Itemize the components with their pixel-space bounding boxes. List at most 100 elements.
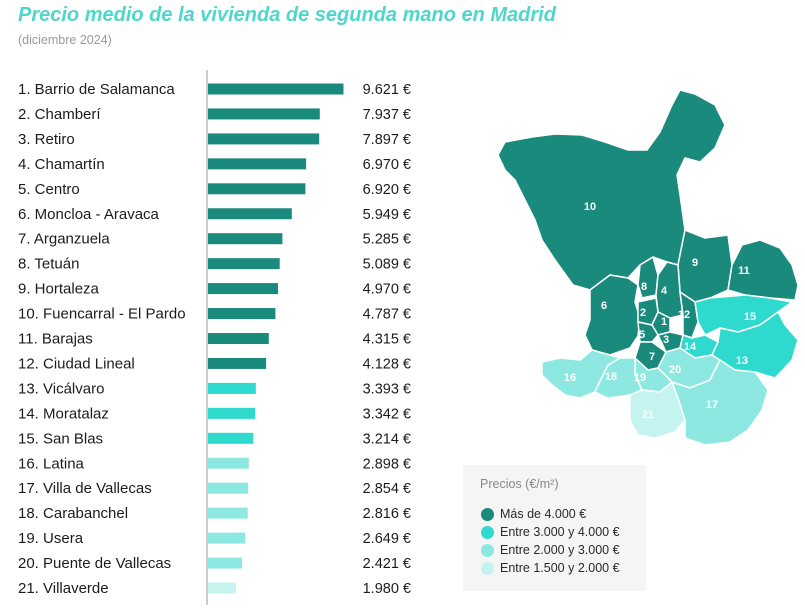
bar xyxy=(208,532,246,544)
map-label-16: 16 xyxy=(564,372,576,384)
category-label: 15. San Blas xyxy=(18,430,103,447)
value-label: 2.649 € xyxy=(363,531,411,547)
category-label: 14. Moratalaz xyxy=(18,405,109,422)
value-label: 2.816 € xyxy=(363,506,411,522)
bar xyxy=(208,482,249,494)
map-label-5: 5 xyxy=(639,329,645,341)
bar xyxy=(208,407,256,419)
legend-item-tier2: Entre 3.000 y 4.000 € xyxy=(481,524,620,540)
map-label-10: 10 xyxy=(584,201,596,213)
value-label: 4.787 € xyxy=(363,307,411,323)
value-label: 3.214 € xyxy=(363,431,411,447)
map-label-15: 15 xyxy=(744,311,756,323)
legend-item-tier3: Entre 2.000 y 3.000 € xyxy=(481,542,620,558)
bar xyxy=(208,158,307,170)
category-label: 1. Barrio de Salamanca xyxy=(18,81,175,98)
map-district-9 xyxy=(677,229,733,303)
bar xyxy=(208,108,320,120)
value-label: 6.970 € xyxy=(363,157,411,173)
legend-label: Más de 4.000 € xyxy=(500,507,587,521)
category-label: 7. Arganzuela xyxy=(18,231,110,248)
map-district-5 xyxy=(637,321,659,343)
value-label: 3.342 € xyxy=(363,406,411,422)
category-label: 13. Vicálvaro xyxy=(18,380,104,397)
legend-swatch xyxy=(481,561,494,575)
bar xyxy=(208,208,292,220)
price-legend: Precios (€/m²) Más de 4.000 € Entre 3.00… xyxy=(463,465,646,591)
category-label: 10. Fuencarral - El Pardo xyxy=(18,306,186,323)
value-label: 5.949 € xyxy=(363,207,411,223)
value-label: 5.089 € xyxy=(363,257,411,273)
map-label-17: 17 xyxy=(706,399,718,411)
value-label: 1.980 € xyxy=(363,581,411,597)
bar xyxy=(208,258,280,270)
bar xyxy=(208,432,254,444)
map-district-17 xyxy=(671,359,769,445)
map-label-8: 8 xyxy=(641,281,647,293)
map-label-21: 21 xyxy=(642,409,654,421)
bar xyxy=(208,283,278,295)
category-label: 9. Hortaleza xyxy=(18,281,100,298)
value-label: 5.285 € xyxy=(363,232,411,248)
madrid-district-map: 10 6 9 11 8 4 12 2 1 5 3 7 15 14 13 20 1… xyxy=(497,89,799,445)
bar xyxy=(208,557,243,569)
category-label: 4. Chamartín xyxy=(18,156,105,173)
map-label-14: 14 xyxy=(684,341,697,353)
bar xyxy=(208,457,249,469)
value-label: 2.854 € xyxy=(363,481,411,497)
map-label-6: 6 xyxy=(601,300,607,312)
bar-chart: 1. Barrio de Salamanca 9.621 € 2. Chamberí… xyxy=(18,70,411,605)
category-label: 12. Ciudad Lineal xyxy=(18,355,135,372)
legend-swatch xyxy=(481,543,494,557)
value-label: 9.621 € xyxy=(363,82,411,98)
map-label-2: 2 xyxy=(640,307,646,319)
category-label: 11. Barajas xyxy=(18,331,93,348)
legend-label: Entre 2.000 y 3.000 € xyxy=(500,543,620,557)
category-label: 8. Tetuán xyxy=(18,256,79,273)
value-label: 3.393 € xyxy=(363,381,411,397)
bar xyxy=(208,133,320,145)
map-label-3: 3 xyxy=(663,334,669,346)
category-label: 19. Usera xyxy=(18,530,84,547)
category-label: 17. Villa de Vallecas xyxy=(18,480,152,497)
category-label: 2. Chamberí xyxy=(18,106,101,123)
map-label-7: 7 xyxy=(649,351,655,363)
bar xyxy=(208,83,344,95)
bar xyxy=(208,357,267,369)
map-label-19: 19 xyxy=(634,372,646,384)
bar xyxy=(208,233,283,245)
category-label: 21. Villaverde xyxy=(18,580,109,597)
map-label-13: 13 xyxy=(736,355,748,367)
value-label: 7.937 € xyxy=(363,107,411,123)
chart-title: Precio medio de la vivienda de segunda m… xyxy=(18,4,556,26)
legend-label: Entre 1.500 y 2.000 € xyxy=(500,561,620,575)
map-district-10 xyxy=(497,89,726,291)
map-label-12: 12 xyxy=(678,309,690,321)
legend-title: Precios (€/m²) xyxy=(480,477,559,491)
map-district-6 xyxy=(584,274,641,356)
map-label-9: 9 xyxy=(692,257,698,269)
legend-item-tier1: Más de 4.000 € xyxy=(481,506,586,522)
bar xyxy=(208,183,306,195)
bar xyxy=(208,333,269,344)
value-label: 4.128 € xyxy=(363,356,411,372)
bar xyxy=(208,308,276,320)
category-label: 18. Carabanchel xyxy=(18,505,128,522)
chart-subtitle: (diciembre 2024) xyxy=(18,33,112,47)
value-label: 2.898 € xyxy=(363,456,411,472)
legend-item-tier4: Entre 1.500 y 2.000 € xyxy=(481,560,620,576)
value-label: 7.897 € xyxy=(363,132,411,148)
map-label-1: 1 xyxy=(661,316,667,328)
category-label: 6. Moncloa - Aravaca xyxy=(18,206,160,223)
map-label-18: 18 xyxy=(605,371,617,383)
legend-swatch xyxy=(481,525,494,539)
bar xyxy=(208,382,256,394)
bar xyxy=(208,507,248,519)
map-district-11 xyxy=(727,239,799,301)
category-label: 5. Centro xyxy=(18,181,80,198)
value-label: 6.920 € xyxy=(363,182,411,198)
value-label: 2.421 € xyxy=(363,556,411,572)
value-label: 4.315 € xyxy=(363,332,411,348)
category-label: 3. Retiro xyxy=(18,131,75,148)
value-label: 4.970 € xyxy=(363,282,411,298)
